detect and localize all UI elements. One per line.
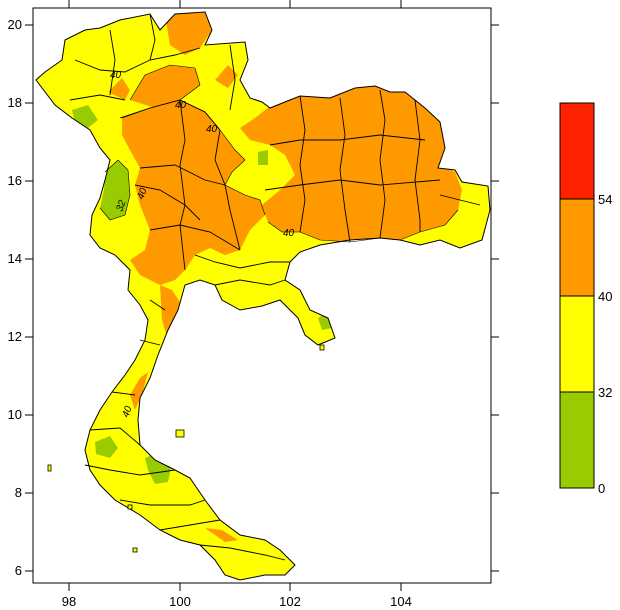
legend-swatch-green — [559, 391, 595, 489]
y-tick-label-10: 10 — [8, 407, 22, 422]
contour-label-7: 40 — [175, 100, 187, 111]
y-tick-label-14: 14 — [8, 251, 22, 266]
green-region-north-central — [258, 150, 268, 165]
contour-label-4: 40 — [283, 228, 295, 239]
contour-label-6: 40 — [120, 404, 134, 419]
x-tick-label-102: 102 — [279, 594, 301, 609]
orange-region-south-east — [205, 528, 238, 542]
orange-region-northeast — [240, 86, 462, 242]
contour-lines — [99, 64, 459, 243]
x-tick-label-98: 98 — [62, 594, 76, 609]
contour-label-2: 40 — [206, 124, 218, 135]
y-tick-label-20: 20 — [8, 17, 22, 32]
x-tick-label-104: 104 — [390, 594, 412, 609]
orange-region-far-north — [165, 12, 212, 55]
land-outline — [35, 11, 491, 581]
legend-label-54: 54 — [598, 192, 612, 207]
x-ticks — [68, 0, 402, 591]
legend-swatch-yellow — [559, 295, 595, 393]
y-tick-label-18: 18 — [8, 95, 22, 110]
orange-region-central — [122, 100, 265, 285]
orange-region-northwest — [108, 78, 130, 100]
legend-label-40: 40 — [598, 289, 612, 304]
contour-label-5: 32 — [114, 198, 128, 213]
legend-label-0: 0 — [598, 481, 605, 496]
islands — [47, 344, 325, 553]
y-tick-label-16: 16 — [8, 173, 22, 188]
contour-label-3: 40 — [135, 186, 149, 201]
contour-label-1: 40 — [110, 70, 122, 81]
legend-swatch-orange — [559, 198, 595, 297]
green-region-south-1 — [95, 436, 118, 458]
legend-swatch-red — [559, 102, 595, 200]
y-ticks — [25, 24, 499, 572]
green-region-west — [100, 160, 130, 220]
legend-colorbar — [559, 102, 595, 489]
orange-region-north-east-small — [215, 65, 238, 88]
x-tick-label-100: 100 — [169, 594, 191, 609]
y-tick-label-8: 8 — [15, 485, 22, 500]
y-tick-label-12: 12 — [8, 329, 22, 344]
orange-region-south-coast — [130, 372, 148, 410]
legend-label-32: 32 — [598, 385, 612, 400]
orange-region-north — [130, 65, 200, 108]
y-tick-label-6: 6 — [15, 563, 22, 578]
